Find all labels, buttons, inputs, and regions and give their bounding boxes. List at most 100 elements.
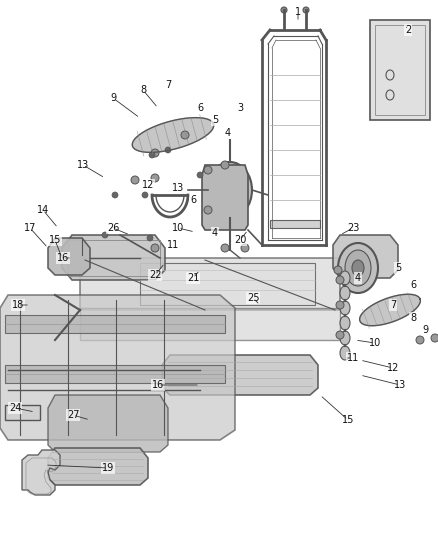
Text: 19: 19 — [102, 463, 114, 473]
Text: 8: 8 — [410, 313, 416, 323]
Text: 16: 16 — [57, 253, 69, 263]
Ellipse shape — [416, 336, 424, 344]
Ellipse shape — [142, 192, 148, 198]
Text: 17: 17 — [24, 223, 36, 233]
Ellipse shape — [204, 206, 212, 214]
Text: 27: 27 — [67, 410, 79, 420]
Text: 15: 15 — [342, 415, 354, 425]
Text: 8: 8 — [140, 85, 146, 95]
Ellipse shape — [336, 276, 344, 284]
Ellipse shape — [204, 166, 212, 174]
Text: 12: 12 — [142, 180, 154, 190]
Text: 11: 11 — [167, 240, 179, 250]
Ellipse shape — [241, 244, 249, 252]
Ellipse shape — [281, 7, 287, 13]
Ellipse shape — [340, 271, 350, 285]
Text: 7: 7 — [390, 300, 396, 310]
Polygon shape — [360, 294, 420, 326]
Text: 6: 6 — [197, 103, 203, 113]
Ellipse shape — [102, 232, 108, 238]
Text: 15: 15 — [49, 235, 61, 245]
Ellipse shape — [340, 316, 350, 330]
Ellipse shape — [214, 168, 246, 212]
Polygon shape — [333, 235, 398, 278]
Ellipse shape — [208, 162, 252, 218]
Text: 14: 14 — [37, 205, 49, 215]
Text: 18: 18 — [12, 300, 24, 310]
Polygon shape — [48, 238, 90, 275]
Ellipse shape — [151, 174, 159, 182]
Text: 16: 16 — [152, 380, 164, 390]
Polygon shape — [48, 448, 148, 485]
Text: 22: 22 — [149, 270, 161, 280]
Polygon shape — [62, 235, 165, 280]
Text: 20: 20 — [234, 235, 246, 245]
Ellipse shape — [431, 334, 438, 342]
Polygon shape — [5, 405, 40, 420]
Ellipse shape — [340, 301, 350, 315]
Ellipse shape — [338, 243, 378, 293]
Polygon shape — [80, 308, 340, 340]
Text: 6: 6 — [190, 195, 196, 205]
Ellipse shape — [340, 346, 350, 360]
Text: 23: 23 — [347, 223, 359, 233]
Bar — [375, 25, 425, 115]
Ellipse shape — [221, 244, 229, 252]
Ellipse shape — [149, 152, 155, 158]
Ellipse shape — [336, 301, 344, 309]
Text: 6: 6 — [410, 280, 416, 290]
Ellipse shape — [151, 244, 159, 252]
Ellipse shape — [336, 331, 344, 339]
Ellipse shape — [340, 331, 350, 345]
Ellipse shape — [345, 250, 371, 286]
Text: 9: 9 — [110, 93, 116, 103]
Text: 2: 2 — [405, 25, 411, 35]
Text: 12: 12 — [387, 363, 399, 373]
Bar — [68, 240, 160, 276]
Text: 4: 4 — [212, 228, 218, 238]
Polygon shape — [132, 118, 214, 152]
Polygon shape — [80, 258, 340, 310]
Ellipse shape — [197, 172, 203, 178]
Polygon shape — [48, 395, 168, 452]
Bar — [140, 263, 315, 305]
Polygon shape — [370, 20, 430, 120]
Text: 13: 13 — [394, 380, 406, 390]
Text: 5: 5 — [212, 115, 218, 125]
Bar — [5, 315, 225, 333]
Ellipse shape — [221, 161, 229, 169]
Text: 11: 11 — [347, 353, 359, 363]
Text: 13: 13 — [77, 160, 89, 170]
Bar — [5, 365, 225, 383]
Text: 25: 25 — [247, 293, 259, 303]
Text: 10: 10 — [369, 338, 381, 348]
Ellipse shape — [151, 149, 159, 157]
Text: 21: 21 — [187, 273, 199, 283]
Ellipse shape — [147, 235, 153, 241]
Text: 4: 4 — [225, 128, 231, 138]
Ellipse shape — [112, 192, 118, 198]
Ellipse shape — [222, 180, 238, 200]
Ellipse shape — [181, 131, 189, 139]
Text: 1: 1 — [295, 7, 301, 17]
Polygon shape — [162, 355, 318, 395]
Text: 5: 5 — [395, 263, 401, 273]
Bar — [270, 220, 320, 228]
Text: 3: 3 — [237, 103, 243, 113]
Polygon shape — [22, 450, 60, 495]
Text: 24: 24 — [9, 403, 21, 413]
Ellipse shape — [131, 176, 139, 184]
Text: 26: 26 — [107, 223, 119, 233]
Text: 9: 9 — [422, 325, 428, 335]
Ellipse shape — [303, 7, 309, 13]
Ellipse shape — [165, 147, 171, 153]
Text: 10: 10 — [172, 223, 184, 233]
Polygon shape — [202, 165, 248, 230]
Ellipse shape — [334, 266, 342, 274]
Text: 7: 7 — [165, 80, 171, 90]
Ellipse shape — [352, 260, 364, 276]
Text: 4: 4 — [355, 273, 361, 283]
Ellipse shape — [340, 286, 350, 300]
Text: 13: 13 — [172, 183, 184, 193]
Polygon shape — [0, 295, 235, 440]
